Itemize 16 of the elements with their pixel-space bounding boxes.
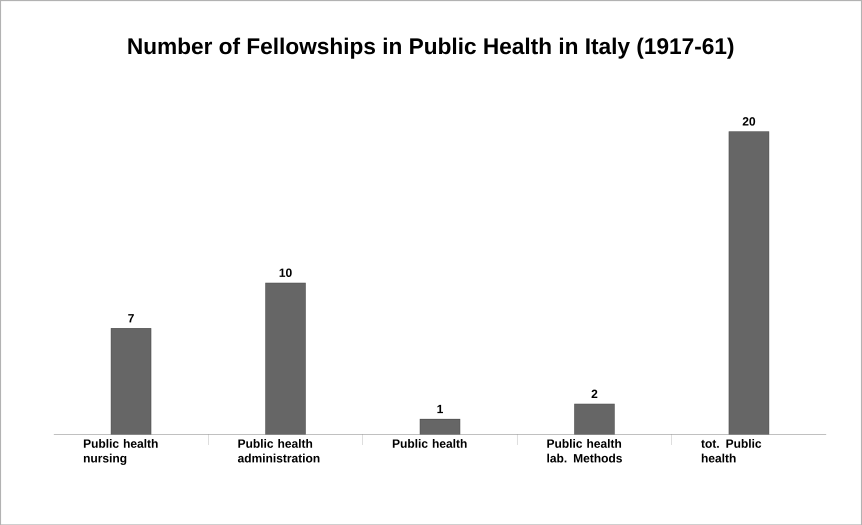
chart-title: Number of Fellowships in Public Health in Italy (1917-61) — [128, 37, 734, 58]
data-label: 1 — [437, 404, 443, 413]
data-label: 7 — [128, 314, 134, 322]
data-label: 10 — [280, 268, 292, 277]
data-label: 2 — [592, 389, 598, 398]
x-tick-label: Public health lab. Methods — [547, 438, 622, 462]
x-tick-label: Public health nursing — [84, 438, 158, 465]
bar — [110, 328, 152, 434]
bar — [420, 418, 460, 434]
bar — [574, 404, 615, 434]
x-tick-label: Public health administration — [238, 438, 320, 462]
data-label: 20 — [742, 116, 756, 126]
bar — [265, 282, 306, 434]
x-tick-label: Public health — [392, 438, 467, 448]
bar — [728, 131, 770, 434]
x-tick-label: tot. Public health — [701, 438, 762, 462]
